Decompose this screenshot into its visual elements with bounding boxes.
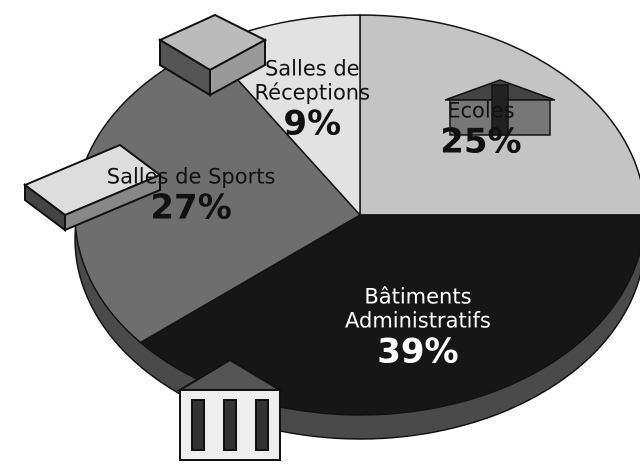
slice-label: Salles de Sports 27% xyxy=(101,165,281,228)
value-label: 27% xyxy=(150,187,232,228)
slice-label: Bâtiments Administratifs 39% xyxy=(328,284,508,371)
category-label: Bâtiments Administratifs xyxy=(345,284,491,333)
value-label: 25% xyxy=(440,121,522,162)
category-label: Ecoles xyxy=(447,98,515,123)
icon-sports xyxy=(23,143,162,232)
icon-reception xyxy=(157,13,268,97)
category-label: Salles de Sports xyxy=(106,164,276,189)
icon-admin xyxy=(176,358,284,461)
slice-label: Ecoles 25% xyxy=(391,99,571,162)
pie xyxy=(74,14,640,440)
value-label: 39% xyxy=(377,331,459,372)
value-label: 9% xyxy=(283,103,342,144)
slice-label: Salles de Réceptions 9% xyxy=(222,56,402,143)
icon-school xyxy=(444,79,556,136)
category-label: Salles de Réceptions xyxy=(254,56,371,105)
